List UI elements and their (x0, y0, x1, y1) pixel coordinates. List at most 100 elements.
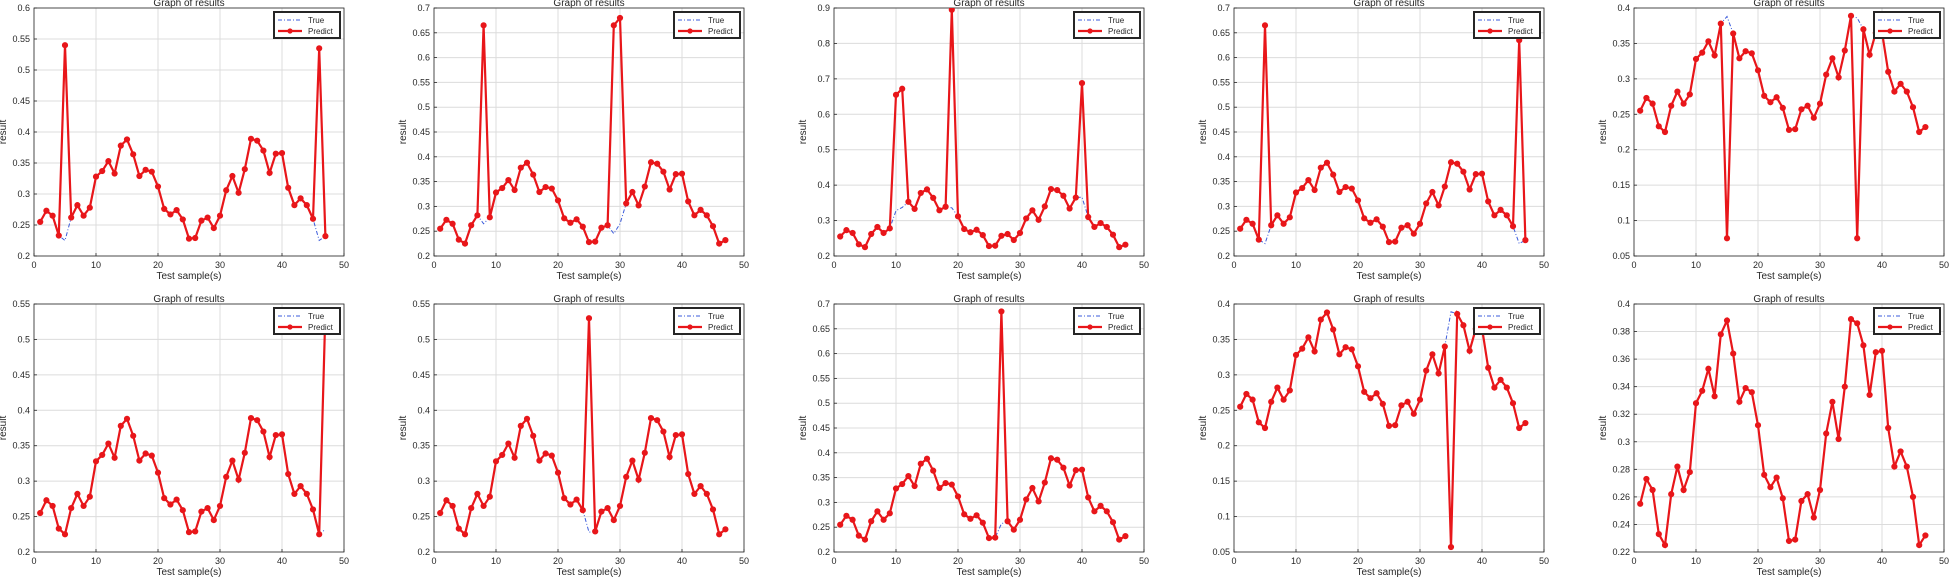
predict-point (1841, 47, 1848, 54)
y-tick-label: 0.34 (1612, 382, 1630, 392)
predict-point (1497, 376, 1504, 383)
predict-point (979, 519, 986, 526)
predict-point (1441, 343, 1448, 350)
predict-point (111, 454, 118, 461)
predict-point (1330, 326, 1337, 333)
x-axis-label: Test sample(s) (956, 271, 1021, 282)
y-tick-label: 0.3 (1617, 437, 1630, 447)
y-tick-label: 0.65 (1212, 28, 1230, 38)
predict-point (1823, 430, 1830, 437)
predict-point (660, 428, 667, 435)
legend-predict-label: Predict (708, 27, 734, 36)
predict-point (843, 227, 850, 234)
predict-point (1854, 320, 1861, 327)
predict-point (316, 45, 323, 52)
predict-point (1379, 400, 1386, 408)
legend-true-label: True (1108, 16, 1125, 25)
predict-point (1023, 215, 1030, 222)
predict-point (647, 159, 655, 166)
x-tick-label: 0 (431, 556, 436, 566)
y-tick-label: 0.28 (1612, 464, 1630, 474)
x-tick-label: 0 (1231, 556, 1236, 566)
predict-point (492, 458, 500, 465)
y-tick-label: 0.3 (817, 497, 830, 507)
x-tick-label: 40 (277, 260, 287, 270)
predict-point (511, 454, 518, 461)
predict-point (1361, 388, 1368, 395)
predict-point (229, 172, 236, 180)
predict-point (1655, 530, 1662, 538)
predict-point (142, 450, 149, 457)
axes-box (1233, 303, 1545, 553)
predict-point (1398, 402, 1405, 409)
legend-true-label: True (1508, 16, 1525, 25)
predict-point (911, 482, 918, 490)
predict-point (1385, 422, 1393, 429)
predict-point (672, 171, 679, 178)
x-tick-label: 50 (1139, 556, 1149, 566)
predict-point (474, 212, 481, 219)
y-tick-label: 0.55 (412, 299, 430, 309)
predict-point (542, 183, 549, 191)
predict-point (1491, 384, 1498, 391)
predict-point (1299, 345, 1306, 352)
y-tick-label: 0.2 (1617, 145, 1630, 155)
x-tick-label: 10 (1691, 260, 1701, 270)
x-tick-label: 50 (339, 260, 349, 270)
predict-point (942, 479, 949, 487)
predict-point (1367, 219, 1374, 226)
predict-point (979, 231, 986, 239)
predict-point (567, 501, 574, 508)
y-axis-label: result (1598, 416, 1609, 441)
predict-point (523, 415, 531, 422)
predict-point (1835, 435, 1842, 443)
predict-point (1478, 170, 1486, 177)
predict-point (1342, 183, 1349, 191)
predict-point (449, 502, 456, 510)
y-tick-label: 0.55 (12, 34, 30, 44)
predict-point (1516, 424, 1523, 432)
legend: True Predict (1473, 11, 1541, 39)
x-tick-label: 50 (1939, 260, 1949, 270)
predict-point (1072, 467, 1079, 474)
x-tick-label: 0 (431, 260, 436, 270)
legend-box (1873, 307, 1941, 335)
x-tick-label: 40 (1077, 260, 1087, 270)
predict-point (1336, 351, 1343, 358)
y-tick-label: 0.38 (1612, 327, 1630, 337)
predict-point (672, 431, 679, 439)
predict-point (942, 203, 949, 210)
predict-point (592, 238, 599, 245)
legend-true-label: True (708, 312, 725, 321)
predict-point (709, 506, 717, 513)
predict-point (1829, 398, 1836, 405)
predict-point (936, 484, 943, 492)
predict-point (1792, 126, 1799, 133)
y-tick-label: 0.2 (17, 251, 30, 261)
predict-point (1249, 396, 1256, 403)
predict-point (1305, 177, 1312, 184)
predict-point (198, 508, 205, 515)
predict-point (868, 518, 875, 525)
series-group (37, 307, 329, 538)
x-axis-label: Test sample(s) (556, 567, 621, 578)
predict-point (173, 207, 180, 214)
predict-point (623, 200, 630, 207)
predict-point (1823, 71, 1830, 78)
predict-point (1730, 30, 1737, 37)
predict-point (1903, 463, 1910, 470)
predict-point (86, 493, 93, 500)
predict-point (223, 187, 230, 194)
predict-point (1016, 516, 1024, 523)
predict-point (260, 147, 267, 154)
x-axis-label: Test sample(s) (1356, 271, 1421, 282)
predict-point (536, 457, 543, 464)
legend-box (1073, 11, 1141, 39)
x-tick-label: 0 (1231, 260, 1236, 270)
x-tick-label: 30 (1815, 260, 1825, 270)
legend: True Predict (1473, 307, 1541, 335)
y-tick-label: 0.25 (12, 220, 30, 230)
legend-box (1873, 11, 1941, 39)
predict-point (1922, 532, 1929, 539)
predict-point (161, 205, 168, 212)
